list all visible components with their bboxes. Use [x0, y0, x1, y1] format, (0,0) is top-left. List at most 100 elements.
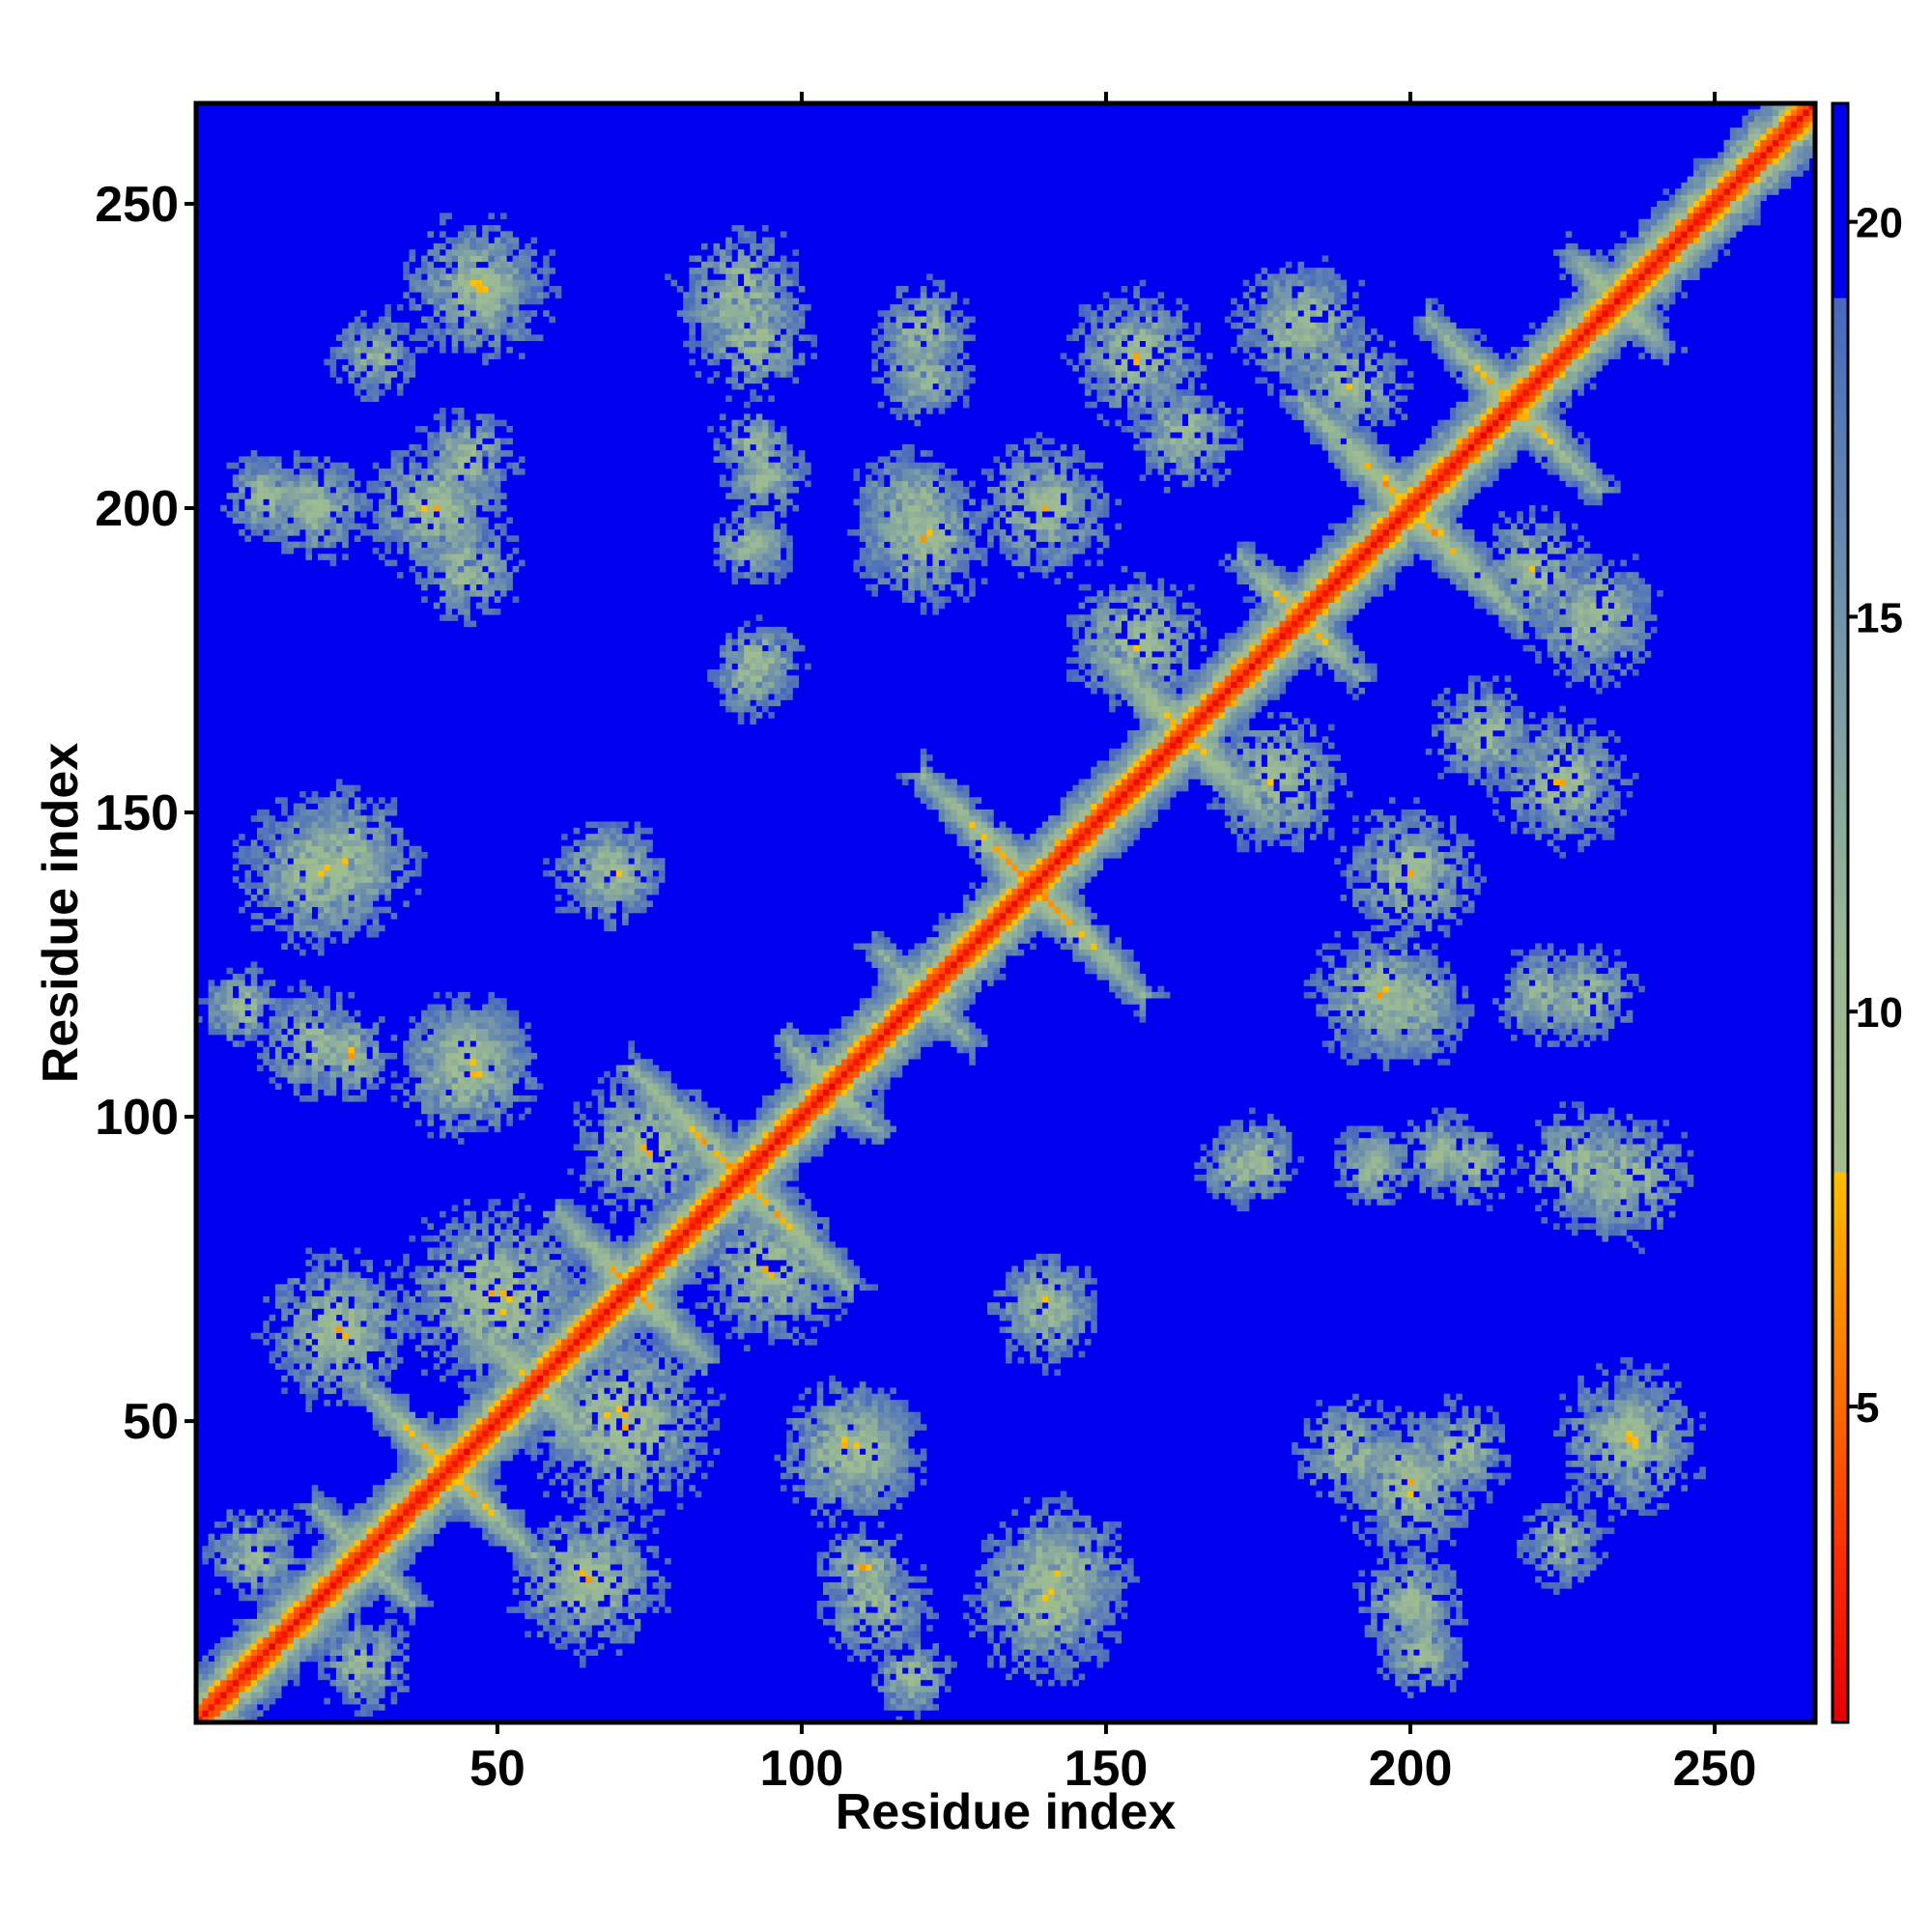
- heatmap-cell: [1017, 1570, 1025, 1577]
- heatmap-cell: [634, 1618, 641, 1626]
- heatmap-cell: [573, 1625, 581, 1632]
- heatmap-cell: [1072, 1564, 1079, 1571]
- heatmap-cell: [646, 1448, 653, 1456]
- heatmap-cell: [1023, 1600, 1031, 1607]
- heatmap-cell: [890, 1661, 896, 1668]
- heatmap-cell: [579, 1491, 586, 1498]
- heatmap-cell: [1614, 1461, 1621, 1467]
- heatmap-cell: [585, 1600, 592, 1607]
- heatmap-cell: [396, 1448, 410, 1456]
- heatmap-cell: [335, 1503, 343, 1510]
- heatmap-cell: [554, 1326, 562, 1334]
- heatmap-cell: [1401, 1612, 1408, 1620]
- heatmap-cell: [1121, 1570, 1128, 1577]
- heatmap-cell: [427, 1491, 435, 1498]
- heatmap-cell: [1596, 1466, 1609, 1473]
- heatmap-cell: [975, 1606, 982, 1613]
- heatmap-cell: [475, 1417, 483, 1425]
- heatmap-cell: [1432, 1509, 1438, 1517]
- heatmap-cell: [1413, 1570, 1420, 1577]
- heatmap-cell: [329, 1606, 337, 1613]
- heatmap-cell: [792, 1417, 806, 1425]
- heatmap-cell: [226, 1570, 234, 1577]
- heatmap-cell: [318, 1625, 325, 1632]
- heatmap-cell: [390, 1667, 398, 1674]
- heatmap-cell: [512, 1521, 520, 1528]
- heatmap-cell: [700, 1332, 708, 1340]
- heatmap-cell: [1406, 1606, 1414, 1613]
- heatmap-cell: [1443, 1582, 1451, 1589]
- heatmap-cell: [396, 1332, 404, 1340]
- heatmap-cell: [585, 1393, 592, 1401]
- heatmap-cell: [805, 1491, 824, 1498]
- heatmap-cell: [469, 1393, 477, 1401]
- heatmap-cell: [615, 1551, 623, 1559]
- heatmap-cell: [396, 1478, 404, 1486]
- heatmap-cell: [579, 1539, 586, 1547]
- heatmap-cell: [445, 1417, 452, 1425]
- heatmap-cell: [859, 1509, 867, 1517]
- heatmap-cell: [1596, 1533, 1603, 1541]
- heatmap-cell: [213, 1704, 221, 1711]
- heatmap-cell: [993, 1582, 1012, 1589]
- heatmap-cell: [719, 1393, 726, 1401]
- heatmap-cell: [646, 1326, 653, 1334]
- heatmap-cell: [464, 1448, 470, 1456]
- heatmap-cell: [318, 1491, 325, 1498]
- heatmap-cell: [226, 1661, 234, 1668]
- heatmap-cell: [1571, 1527, 1578, 1534]
- heatmap-cell: [232, 1697, 240, 1705]
- heatmap-cell: [396, 1406, 404, 1412]
- heatmap-cell: [597, 1461, 605, 1467]
- heatmap-cell: [464, 1515, 470, 1522]
- heatmap-cell: [1078, 1643, 1086, 1650]
- heatmap-cell: [639, 1321, 647, 1327]
- heatmap-cell: [342, 1387, 349, 1395]
- heatmap-cell: [1589, 1430, 1597, 1437]
- heatmap-cell: [1589, 1539, 1597, 1547]
- heatmap-cell: [250, 1710, 258, 1717]
- heatmap-cell: [1084, 1339, 1092, 1346]
- heatmap-cell: [615, 1631, 623, 1638]
- heatmap-cell: [348, 1551, 355, 1559]
- heatmap-cell: [293, 1612, 300, 1620]
- heatmap-cell: [890, 1435, 896, 1443]
- heatmap-cell: [366, 1369, 380, 1377]
- heatmap-cell: [208, 1673, 215, 1681]
- heatmap-cell: [348, 1363, 355, 1370]
- heatmap-cell: [348, 1321, 355, 1327]
- heatmap-cell: [1346, 1435, 1353, 1443]
- heatmap-cell: [469, 1411, 483, 1419]
- heatmap-cell: [409, 1503, 416, 1510]
- heatmap-cell: [1668, 1442, 1682, 1449]
- heatmap-cell: [1632, 1478, 1639, 1486]
- heatmap-cell: [615, 1369, 623, 1377]
- heatmap-cell: [475, 1466, 483, 1473]
- heatmap-cell: [658, 1461, 666, 1467]
- heatmap-cell: [774, 1454, 781, 1462]
- heatmap-cell: [1066, 1582, 1073, 1589]
- heatmap-cell: [1614, 1442, 1621, 1449]
- heatmap-cell: [384, 1393, 391, 1401]
- heatmap-cell: [871, 1588, 878, 1595]
- heatmap-cell: [683, 1350, 690, 1358]
- heatmap-cell: [554, 1393, 562, 1401]
- heatmap-cell: [1462, 1417, 1469, 1425]
- heatmap-cell: [1462, 1515, 1469, 1522]
- heatmap-cell: [1432, 1673, 1438, 1681]
- heatmap-cell: [1017, 1582, 1025, 1589]
- heatmap-cell: [1443, 1491, 1451, 1498]
- heatmap-cell: [901, 1448, 909, 1456]
- heatmap-cell: [390, 1618, 398, 1626]
- heatmap-cell: [1419, 1448, 1427, 1456]
- heatmap-cell: [1054, 1606, 1062, 1613]
- heatmap-cell: [379, 1667, 385, 1674]
- heatmap-cell: [457, 1485, 465, 1492]
- heatmap-cell: [786, 1466, 793, 1473]
- heatmap-cell: [866, 1466, 872, 1473]
- heatmap-cell: [554, 1618, 562, 1626]
- heatmap-cell: [628, 1363, 635, 1370]
- heatmap-cell: [427, 1472, 435, 1480]
- heatmap-cell: [366, 1600, 374, 1607]
- heatmap-cell: [451, 1435, 459, 1443]
